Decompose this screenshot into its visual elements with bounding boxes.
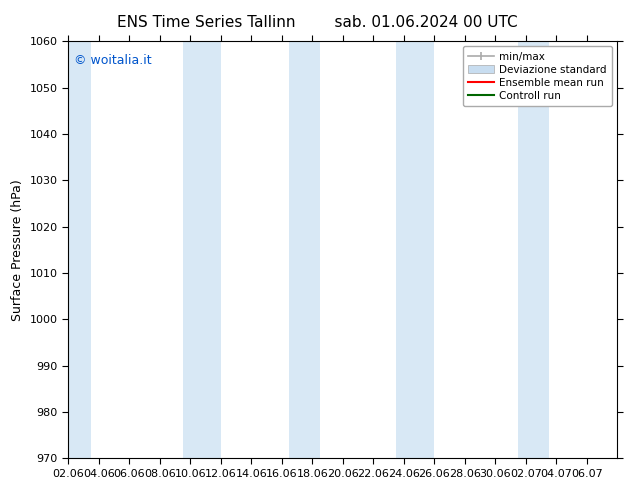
Bar (396, 41, 434, 459)
Bar (183, 41, 221, 459)
Bar (61, 41, 91, 459)
Text: © woitalia.it: © woitalia.it (74, 54, 152, 67)
Bar (518, 41, 548, 459)
Legend: min/max, Deviazione standard, Ensemble mean run, Controll run: min/max, Deviazione standard, Ensemble m… (463, 47, 612, 106)
Text: ENS Time Series Tallinn        sab. 01.06.2024 00 UTC: ENS Time Series Tallinn sab. 01.06.2024 … (117, 15, 517, 30)
Y-axis label: Surface Pressure (hPa): Surface Pressure (hPa) (11, 179, 24, 320)
Bar (289, 41, 320, 459)
